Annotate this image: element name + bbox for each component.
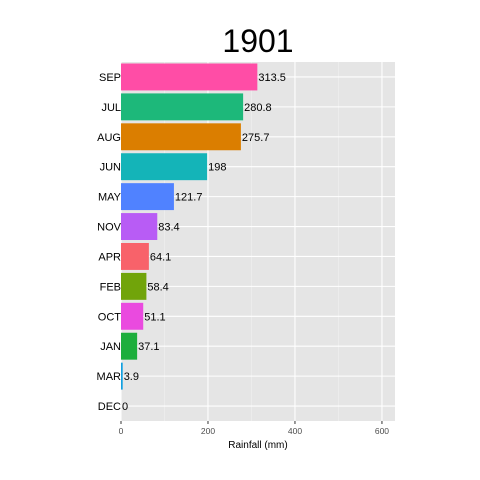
category-label: OCT [98,311,122,323]
bar-mar [121,362,123,390]
category-label: JUN [100,162,121,174]
bar-nov [121,213,158,241]
category-label: APR [98,251,121,263]
x-tick-label: 400 [288,426,302,436]
value-label: 83.4 [158,222,179,234]
x-axis-title: Rainfall (mm) [228,440,287,451]
x-tick-label: 0 [119,426,124,436]
bar-jul [121,93,244,121]
bar-may [121,183,174,211]
x-tick-label: 200 [201,426,215,436]
value-label: 37.1 [138,341,159,353]
x-tick-label: 600 [375,426,389,436]
value-label: 198 [208,162,226,174]
category-label: MAY [98,192,122,204]
category-label: DEC [98,401,121,413]
bar-feb [121,272,147,300]
bar-jun [121,153,208,181]
value-label: 58.4 [147,281,168,293]
value-label: 0 [122,401,128,413]
bar-aug [121,123,241,151]
category-label: JUL [101,102,121,114]
value-label: 121.7 [175,192,203,204]
bar-oct [121,302,144,330]
category-label: MAR [97,371,122,383]
value-label: 51.1 [144,311,165,323]
chart-title: 1901 [222,23,293,59]
category-label: NOV [97,222,122,234]
category-label: JAN [100,341,121,353]
value-label: 64.1 [150,251,171,263]
category-label: AUG [97,132,121,144]
value-label: 275.7 [242,132,270,144]
bar-apr [121,242,149,270]
plot-panel [121,62,395,421]
x-axis: 0 200 400 600 [119,421,389,436]
labels: SEP 313.5 JUL 280.8 AUG 275.7 JUN 198 MAY 121.7 NO… [97,72,286,413]
bar-jan [121,332,138,360]
bars [121,63,258,390]
value-label: 3.9 [124,371,139,383]
value-label: 313.5 [258,72,286,84]
category-label: SEP [99,72,121,84]
value-label: 280.8 [244,102,272,114]
category-label: FEB [100,281,121,293]
bar-sep [121,63,258,91]
